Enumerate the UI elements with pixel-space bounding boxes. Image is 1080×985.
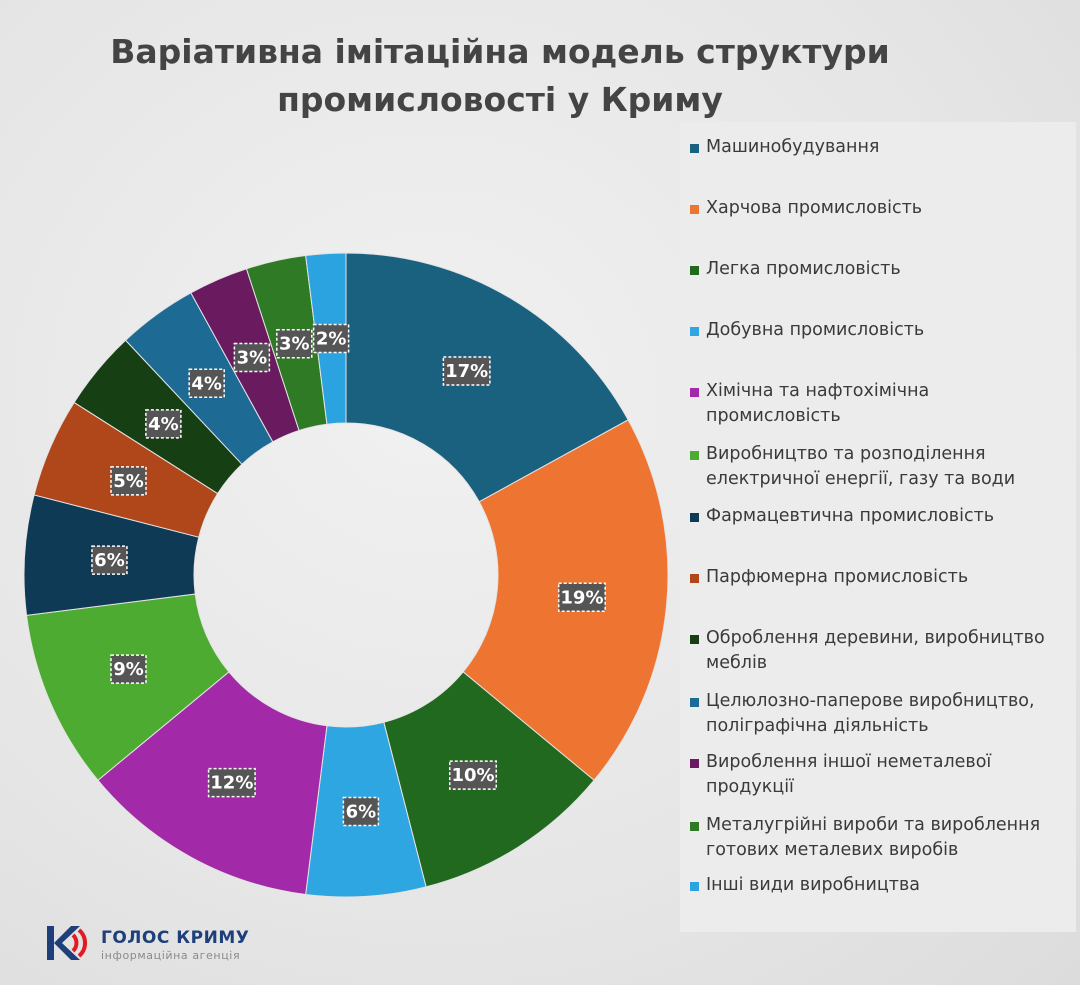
data-label-4: 6% [342, 796, 380, 827]
chart-title-line-1: Варіативна імітаційна модель структури [110, 32, 890, 71]
data-label-2: 19% [557, 582, 606, 613]
legend-swatch-8 [690, 574, 699, 583]
legend-panel [680, 122, 1076, 932]
data-label-5: 12% [207, 767, 256, 798]
legend-label-6: Виробництво та розподілення електричної … [706, 444, 1016, 489]
data-label-text-11: 3% [237, 347, 268, 368]
data-label-box-1 [442, 356, 491, 386]
data-label-11: 3% [233, 342, 271, 373]
legend-swatch-9 [690, 635, 699, 644]
legend-swatch-4 [690, 327, 699, 336]
legend-item-12: Металугрійні вироби та вироблення готови… [690, 813, 1070, 863]
legend-label-12: Металугрійні вироби та вироблення готови… [706, 815, 1041, 860]
legend-label-5: Хімічна та нафтохімічна промисловість [706, 381, 930, 426]
legend-label-2: Харчова промисловість [706, 198, 923, 218]
legend-item-7: Фармацевтична промисловість [690, 504, 1070, 529]
legend-swatch-5 [690, 388, 699, 397]
data-label-9: 4% [145, 409, 182, 439]
legend-swatch-12 [690, 822, 699, 831]
legend-label-8: Парфюмерна промисловість [706, 567, 969, 587]
data-label-box-7 [91, 545, 128, 575]
legend-swatch-13 [690, 882, 699, 891]
data-label-box-12 [276, 328, 313, 359]
legend-label-13: Інші види виробництва [706, 875, 921, 895]
data-label-box-13 [312, 323, 350, 354]
data-label-7: 6% [91, 545, 128, 575]
legend-item-6: Виробництво та розподілення електричної … [690, 442, 1070, 492]
legend-item-11: Вироблення іншої неметалевої продукції [690, 750, 1070, 800]
data-label-text-5: 12% [210, 773, 253, 794]
legend-item-4: Добувна промисловість [690, 318, 1070, 343]
legend-swatch-10 [690, 698, 699, 707]
legend-item-10: Целюлозно-паперове виробництво, поліграф… [690, 689, 1070, 739]
data-label-text-10: 4% [191, 373, 222, 394]
data-label-6: 9% [110, 654, 147, 684]
data-label-box-6 [110, 654, 147, 684]
data-label-12: 3% [276, 328, 313, 359]
data-label-box-4 [342, 796, 380, 827]
legend-swatch-11 [690, 759, 699, 768]
legend-item-13: Інші види виробництва [690, 873, 1070, 898]
data-label-box-10 [188, 368, 225, 399]
chart-title: Варіативна імітаційна модель структури п… [60, 28, 940, 124]
data-label-text-1: 17% [445, 361, 488, 382]
data-label-text-2: 19% [560, 587, 603, 608]
data-label-3: 10% [448, 760, 497, 790]
data-label-box-11 [233, 342, 271, 373]
legend-label-1: Машинобудування [706, 137, 880, 157]
legend-label-9: Оброблення деревини, виробництво меблів [706, 628, 1045, 673]
legend-item-5: Хімічна та нафтохімічна промисловість [690, 379, 1070, 429]
legend-swatch-7 [690, 513, 699, 522]
legend-swatch-2 [690, 205, 699, 214]
data-label-8: 5% [110, 466, 147, 496]
legend-swatch-3 [690, 266, 699, 275]
data-label-10: 4% [188, 368, 225, 399]
legend-swatch-6 [690, 451, 699, 460]
legend-item-9: Оброблення деревини, виробництво меблів [690, 626, 1070, 676]
legend-item-2: Харчова промисловість [690, 196, 1070, 221]
legend-swatch-1 [690, 144, 699, 153]
data-label-13: 2% [312, 323, 350, 354]
data-label-box-8 [110, 466, 147, 496]
legend-item-1: Машинобудування [690, 135, 1070, 160]
legend-item-8: Парфюмерна промисловість [690, 565, 1070, 590]
brand-logo: ГОЛОС КРИМУ інформаційна агенція [45, 922, 285, 966]
data-label-text-13: 2% [316, 328, 347, 349]
logo-name: ГОЛОС КРИМУ [101, 928, 250, 948]
data-label-text-9: 4% [148, 414, 179, 435]
data-label-1: 17% [442, 356, 491, 386]
legend-label-11: Вироблення іншої неметалевої продукції [706, 752, 992, 797]
data-label-box-9 [145, 409, 182, 439]
data-label-box-5 [207, 767, 256, 798]
data-label-text-12: 3% [279, 334, 310, 355]
data-label-text-3: 10% [451, 765, 494, 786]
data-label-text-4: 6% [346, 802, 377, 823]
data-label-box-3 [448, 760, 497, 790]
legend-label-3: Легка промисловість [706, 259, 901, 279]
legend-label-7: Фармацевтична промисловість [706, 506, 995, 526]
data-label-text-7: 6% [94, 550, 125, 571]
k-sound-wave-logo-icon [47, 926, 87, 960]
legend-label-10: Целюлозно-паперове виробництво, поліграф… [706, 691, 1035, 736]
legend-label-4: Добувна промисловість [706, 320, 925, 340]
logo-subtitle: інформаційна агенція [101, 949, 241, 962]
chart-title-line-2: промисловості у Криму [277, 80, 723, 119]
data-label-box-2 [557, 582, 606, 613]
legend-item-3: Легка промисловість [690, 257, 1070, 282]
data-label-text-8: 5% [113, 471, 144, 492]
data-label-text-6: 9% [113, 659, 144, 680]
